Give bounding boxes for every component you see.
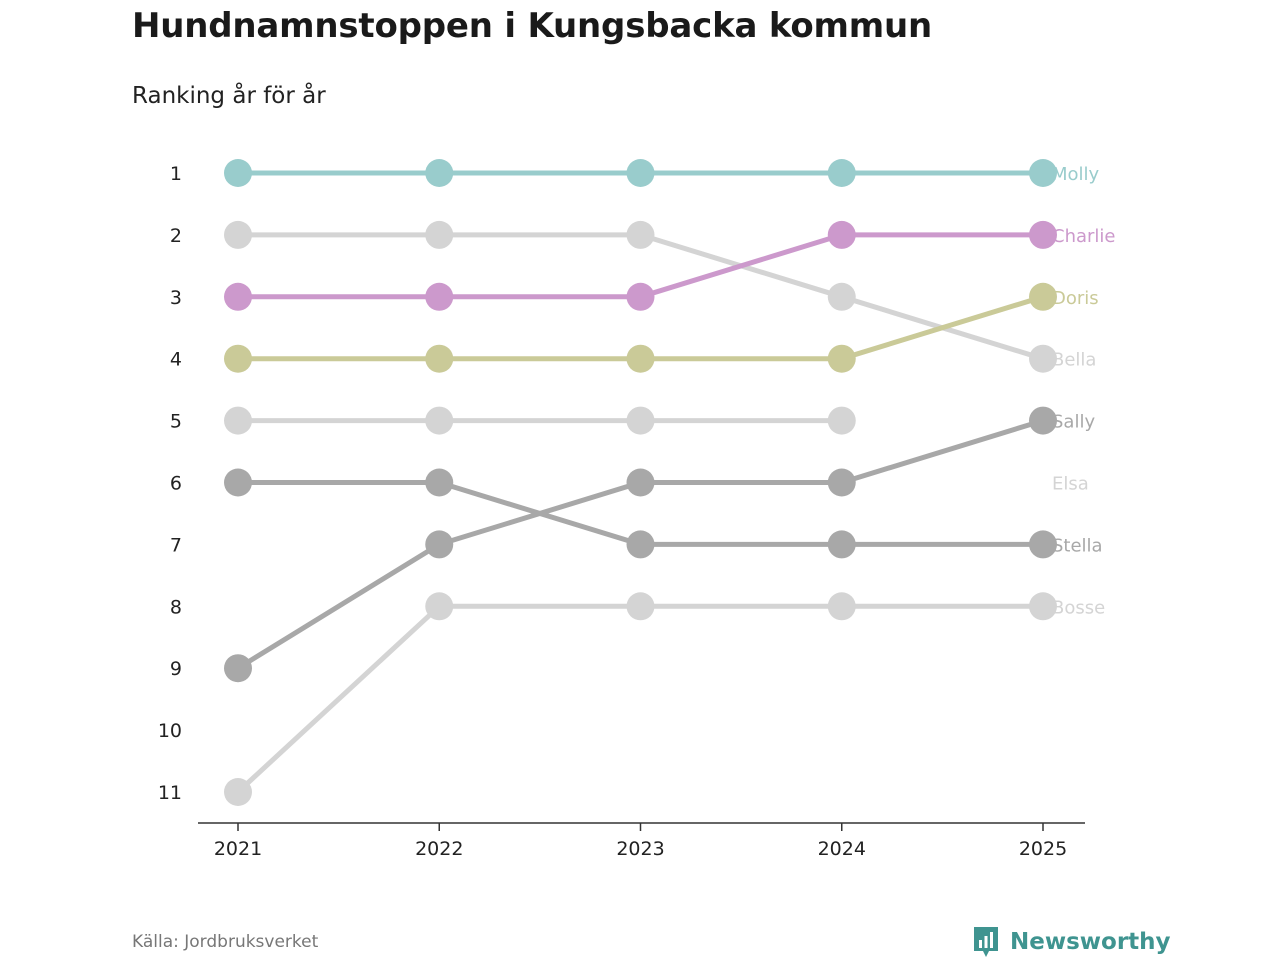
y-tick-label: 9 (170, 658, 182, 680)
data-point-bella[interactable] (425, 220, 454, 249)
series-line-bosse (236, 603, 1043, 794)
data-point-molly[interactable] (626, 159, 655, 187)
y-tick-label: 11 (158, 782, 182, 804)
data-point-bella[interactable] (626, 220, 655, 249)
brand-logo[interactable]: Newsworthy (972, 925, 1171, 959)
y-tick-label: 2 (170, 225, 182, 247)
data-point-molly[interactable] (224, 159, 252, 187)
series-label-doris: Doris (1052, 288, 1099, 309)
data-point-doris[interactable] (626, 344, 655, 373)
data-point-stella[interactable] (224, 468, 252, 497)
series-label-bella: Bella (1052, 350, 1096, 371)
x-tick-label: 2025 (1019, 838, 1067, 860)
series-points (224, 159, 1057, 806)
data-point-bosse[interactable] (224, 778, 252, 806)
data-point-doris[interactable] (1029, 282, 1057, 311)
data-point-bella[interactable] (827, 282, 856, 311)
chart-subtitle: Ranking år för år (132, 83, 326, 109)
data-point-stella[interactable] (425, 468, 454, 497)
data-point-sally[interactable] (425, 530, 454, 559)
x-tick-label: 2021 (214, 838, 262, 860)
data-point-molly[interactable] (1029, 159, 1057, 187)
series-labels: Bosse Elsa Bella Stella Sally Doris Charlie Mol… (1052, 164, 1115, 618)
y-tick-label: 3 (170, 287, 182, 309)
data-point-bosse[interactable] (1029, 592, 1057, 621)
data-point-bosse[interactable] (827, 592, 856, 621)
data-point-charlie[interactable] (827, 220, 856, 249)
data-point-doris[interactable] (425, 344, 454, 373)
series-label-bosse: Bosse (1052, 597, 1105, 618)
data-point-elsa[interactable] (425, 406, 454, 435)
data-point-elsa[interactable] (626, 406, 655, 435)
series-label-molly: Molly (1052, 164, 1100, 185)
data-point-bella[interactable] (1029, 344, 1057, 373)
bar-chart-speech-bubble-icon (974, 927, 998, 957)
data-point-charlie[interactable] (224, 282, 252, 311)
y-tick-label: 6 (170, 473, 182, 495)
brand-name: Newsworthy (1010, 929, 1171, 955)
data-point-molly[interactable] (425, 159, 454, 187)
x-tick-label: 2024 (818, 838, 866, 860)
series-label-stella: Stella (1052, 535, 1103, 556)
data-point-stella[interactable] (1029, 530, 1057, 559)
x-axis: 2021 2022 2023 2024 2025 (198, 822, 1085, 860)
data-point-charlie[interactable] (626, 282, 655, 311)
x-tick-label: 2022 (415, 838, 463, 860)
source-note: Källa: Jordbruksverket (132, 932, 319, 952)
data-point-molly[interactable] (827, 159, 856, 187)
data-point-elsa[interactable] (827, 406, 856, 435)
data-point-stella[interactable] (827, 530, 856, 559)
data-point-sally[interactable] (1029, 406, 1057, 435)
data-point-bella[interactable] (224, 220, 252, 249)
data-point-charlie[interactable] (425, 282, 454, 311)
data-point-stella[interactable] (626, 530, 655, 559)
data-point-doris[interactable] (224, 344, 252, 373)
y-tick-label: 10 (158, 720, 182, 742)
data-point-sally[interactable] (827, 468, 856, 497)
y-tick-label: 1 (170, 163, 182, 185)
data-point-charlie[interactable] (1029, 220, 1057, 249)
data-point-bosse[interactable] (626, 592, 655, 621)
y-axis-ticks: 1 2 3 4 5 6 7 8 9 10 11 (158, 163, 182, 804)
data-point-bosse[interactable] (425, 592, 454, 621)
data-point-sally[interactable] (224, 654, 252, 683)
data-point-sally[interactable] (626, 468, 655, 497)
y-tick-label: 4 (170, 349, 182, 371)
data-point-doris[interactable] (827, 344, 856, 373)
y-tick-label: 7 (170, 534, 182, 556)
data-point-elsa[interactable] (224, 406, 252, 435)
series-label-charlie: Charlie (1052, 226, 1115, 247)
series-label-elsa: Elsa (1052, 474, 1089, 495)
x-tick-label: 2023 (616, 838, 664, 860)
series-label-sally: Sally (1052, 412, 1095, 433)
y-tick-label: 8 (170, 596, 182, 618)
y-tick-label: 5 (170, 411, 182, 433)
chart-title: Hundnamnstoppen i Kungsbacka kommun (132, 6, 932, 46)
